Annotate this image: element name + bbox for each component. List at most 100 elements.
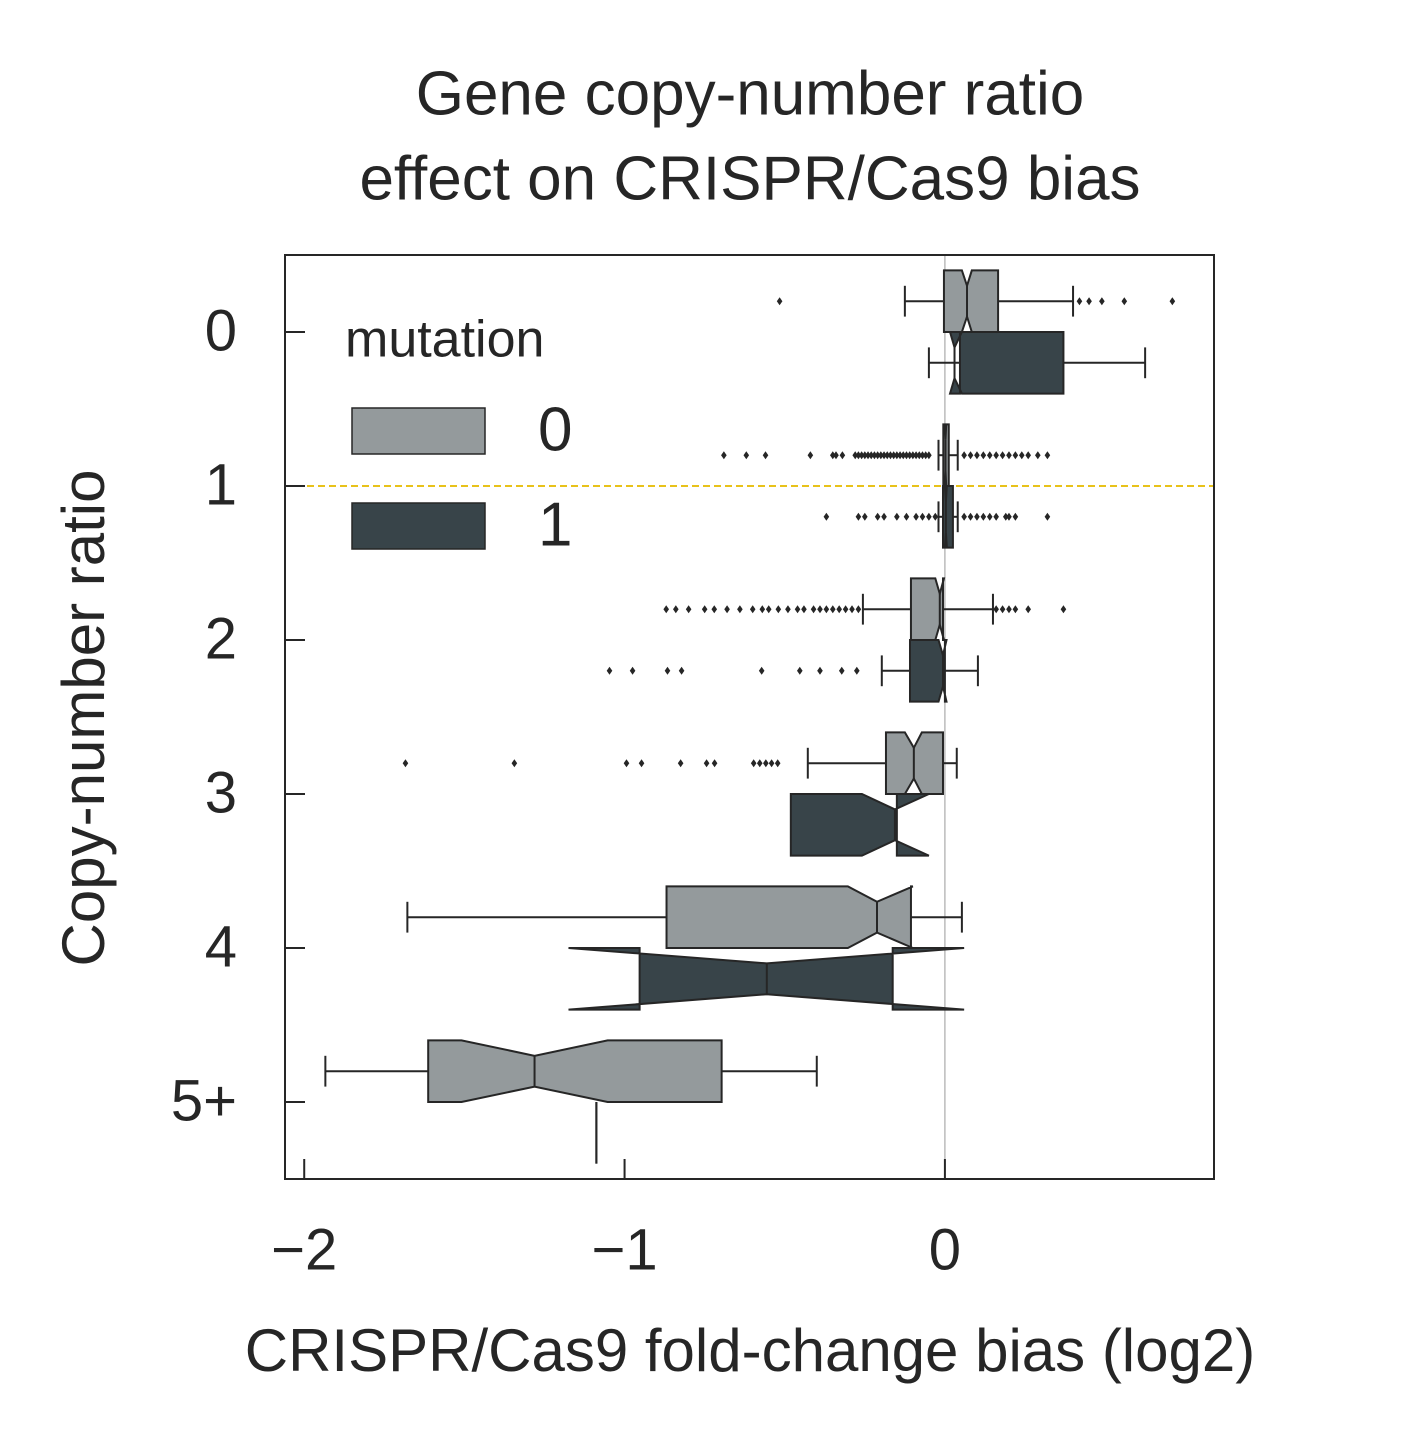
box <box>948 331 1065 395</box>
y-tick-label: 1 <box>205 452 237 517</box>
outlier <box>865 451 871 460</box>
y-tick-label: 2 <box>205 606 237 671</box>
outlier <box>1044 451 1051 460</box>
outlier <box>922 451 929 460</box>
outlier <box>1006 605 1012 614</box>
outlier <box>862 512 868 521</box>
legend-label: 1 <box>538 490 572 559</box>
outlier <box>756 759 763 768</box>
outlier <box>758 666 765 675</box>
outlier <box>855 512 862 521</box>
outlier <box>871 451 878 460</box>
outlier <box>785 605 791 614</box>
outlier <box>961 512 967 521</box>
outlier <box>881 512 887 521</box>
outlier <box>967 451 974 460</box>
outlier <box>829 605 836 614</box>
outlier <box>629 666 636 675</box>
outlier <box>663 605 670 614</box>
outlier <box>986 451 993 460</box>
outlier <box>1002 512 1009 521</box>
outlier <box>823 512 830 521</box>
outlier <box>919 451 926 460</box>
box <box>427 1039 723 1103</box>
outlier <box>1006 512 1012 521</box>
outlier <box>673 605 679 614</box>
outlier <box>993 512 999 521</box>
outlier <box>817 605 823 614</box>
y-tick-label: 3 <box>205 760 237 825</box>
outlier <box>881 451 887 460</box>
x-axis-label: CRISPR/Cas9 fold-change bias (log2) <box>245 1317 1255 1384</box>
outlier <box>775 605 782 614</box>
outlier <box>862 451 868 460</box>
outlier <box>1121 297 1128 306</box>
outlier <box>685 605 692 614</box>
legend-title: mutation <box>345 311 544 369</box>
box <box>908 639 948 703</box>
outlier <box>926 451 932 460</box>
outlier <box>711 759 718 768</box>
outlier <box>1025 605 1031 614</box>
outlier <box>903 512 910 521</box>
x-tick-label: 0 <box>929 1217 961 1282</box>
plot-area <box>285 255 1214 1179</box>
outlier <box>849 605 855 614</box>
outlier <box>993 451 999 460</box>
outlier <box>1012 512 1019 521</box>
outlier <box>999 605 1006 614</box>
legend-swatch <box>351 502 486 550</box>
outlier <box>801 605 807 614</box>
chart-title: Gene copy-number ratio <box>416 59 1085 128</box>
outlier <box>721 451 727 460</box>
outlier <box>858 451 865 460</box>
outlier <box>774 759 781 768</box>
outlier <box>854 666 860 675</box>
outlier <box>703 759 710 768</box>
outlier <box>743 451 750 460</box>
outlier <box>737 605 743 614</box>
outlier <box>839 451 846 460</box>
outlier <box>894 512 900 521</box>
outlier <box>678 666 685 675</box>
box <box>942 269 1000 333</box>
outlier <box>829 451 836 460</box>
box <box>665 885 914 949</box>
outlier <box>1035 451 1041 460</box>
outlier <box>855 605 862 614</box>
outlier <box>980 512 987 521</box>
outlier <box>677 759 684 768</box>
outlier <box>1099 297 1105 306</box>
outlier <box>906 451 913 460</box>
outlier <box>664 666 671 675</box>
outlier <box>874 512 881 521</box>
outlier <box>823 605 830 614</box>
outlier <box>986 512 993 521</box>
outlier <box>765 605 772 614</box>
outlier <box>810 605 817 614</box>
outlier <box>1044 512 1051 521</box>
outlier <box>974 451 980 460</box>
outlier <box>796 666 803 675</box>
y-tick-label: 4 <box>205 914 237 979</box>
outlier <box>887 451 894 460</box>
outlier <box>711 605 718 614</box>
outlier <box>900 451 907 460</box>
outlier <box>623 759 630 768</box>
outlier <box>794 605 801 614</box>
outlier <box>807 451 814 460</box>
outlier <box>913 451 919 460</box>
outlier <box>1012 605 1019 614</box>
outlier <box>1076 297 1083 306</box>
outlier <box>402 759 409 768</box>
outlier <box>1006 451 1012 460</box>
outlier <box>874 451 881 460</box>
outlier <box>638 759 645 768</box>
outlier <box>701 605 708 614</box>
outlier <box>919 512 926 521</box>
outlier <box>852 451 859 460</box>
outlier <box>511 759 518 768</box>
outlier <box>926 512 932 521</box>
outlier <box>967 512 974 521</box>
